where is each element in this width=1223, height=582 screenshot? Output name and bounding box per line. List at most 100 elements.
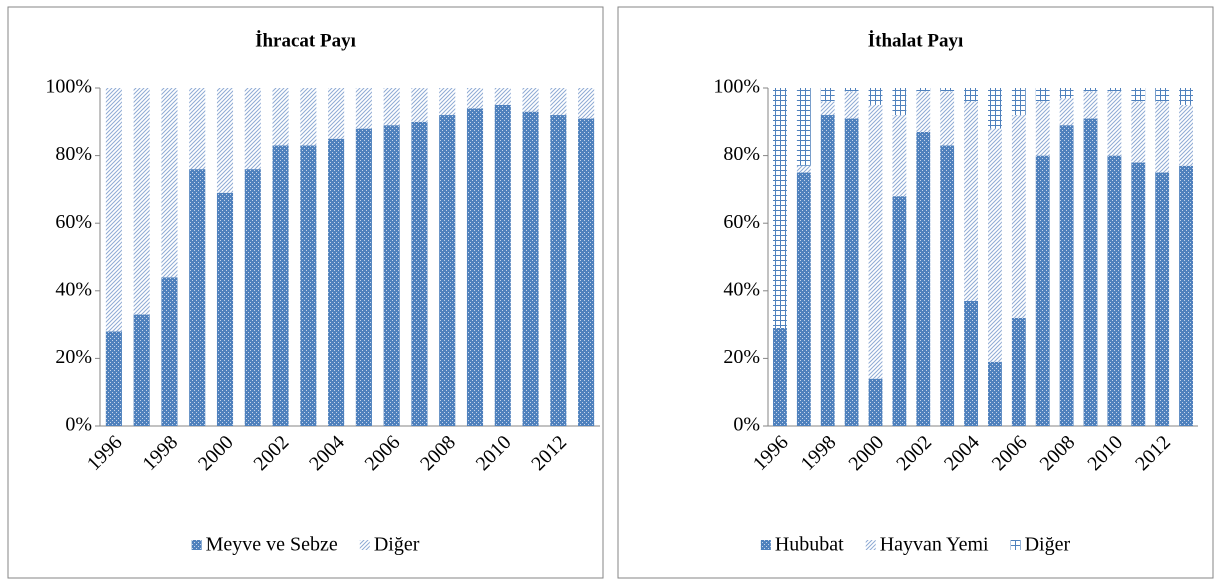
legend: Hububat Hayvan Yemi Diğer [760,534,1071,556]
bar-segment [964,300,978,426]
bar-segment [796,88,811,166]
bar-segment [796,165,811,173]
bar-segment [522,111,539,426]
bar-segment [892,115,907,197]
bar-segment [522,88,539,112]
bar-segment [105,88,122,332]
bar-segment [916,88,931,92]
bar-segment [189,169,206,426]
bar-segment [868,378,883,426]
bar-segment [1107,155,1122,426]
bar-segment [1059,88,1074,99]
bar-segment [439,88,456,116]
bar-segment [796,172,811,426]
y-tick-label: 0% [65,414,92,436]
bar-segment [844,88,859,92]
bar-segment [411,88,428,122]
bar-segment [189,88,206,170]
legend-label: Hayvan Yemi [880,534,989,556]
bar-segment [1155,88,1170,102]
bar-segment [868,104,883,379]
bar-segment [161,277,178,426]
bar-segment [1155,172,1170,426]
bar-segment [550,115,567,426]
bar-segment [1035,155,1050,426]
bar-segment [964,101,978,301]
y-tick-label: 20% [55,346,92,368]
bar-segment [494,104,511,427]
bar-segment [916,131,931,426]
bar-segment [1131,162,1146,427]
bar-segment [892,196,907,426]
legend-swatch [865,540,876,550]
bar-segment [244,169,261,426]
bar-segment [773,88,787,328]
y-tick-label: 80% [55,143,92,165]
bar-segment [988,361,1002,426]
bar-segment [550,88,567,116]
bar-segment [494,88,511,105]
chart-title: İhracat Payı [255,30,356,51]
bar-segment [1083,91,1098,119]
bar-segment [439,115,456,426]
bar-segment [383,88,400,126]
y-tick-label: 100% [713,76,760,98]
bar-segment [844,91,859,119]
bar-segment [1107,88,1122,92]
bar-segment [916,91,931,132]
bar-segment [216,192,234,426]
y-tick-label: 80% [723,143,760,165]
bar-segment [1179,104,1193,166]
y-tick-label: 60% [723,211,760,233]
bar-segment [578,118,595,427]
legend-swatch [359,540,370,550]
bar-segment [272,88,289,146]
bar-segment [1131,88,1146,102]
legend-label: Meyve ve Sebze [206,534,338,556]
bar-segment [105,331,122,426]
bar-segment [411,121,428,427]
y-tick-label: 0% [733,414,760,436]
y-tick-label: 20% [723,346,760,368]
chart-title: İthalat Payı [868,30,964,51]
bar-segment [1011,317,1026,426]
bar-segment [1083,118,1098,427]
legend-swatch [760,540,771,550]
bar-segment [1179,165,1193,427]
bar-segment [940,145,955,426]
bar-segment [133,88,150,315]
bar-segment [355,128,372,426]
bar-segment [1059,98,1074,126]
bar-segment [892,88,907,116]
bar-segment [1155,101,1170,173]
bar-segment [1011,88,1026,116]
bar-segment [1035,88,1050,102]
y-tick-label: 60% [55,211,92,233]
bar-segment [133,314,150,426]
bar-segment [328,88,345,139]
bar-segment [272,145,289,426]
legend-label: Diğer [374,534,420,556]
bar-segment [300,88,317,146]
legend-swatch [1010,540,1021,550]
bar-segment [964,88,978,102]
bar-segment [820,115,835,426]
bar-segment [844,118,859,427]
bar-segment [1059,125,1074,427]
bar-segment [820,101,835,116]
bar-segment [466,108,484,426]
bar-segment [940,91,955,146]
y-tick-label: 40% [723,278,760,300]
y-tick-label: 40% [55,278,92,300]
bar-segment [868,88,883,105]
legend-swatch [191,540,202,550]
bar-segment [988,128,1002,362]
bar-segment [300,145,317,426]
bar-segment [466,88,484,109]
legend-label: Diğer [1025,534,1071,556]
bar-segment [1011,115,1026,318]
bar-segment [773,327,787,426]
legend-label: Hububat [775,534,844,556]
